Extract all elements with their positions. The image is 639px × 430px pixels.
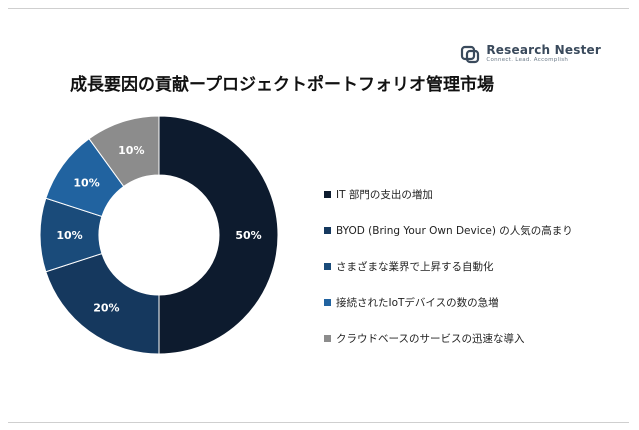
slice-data-label: 10% xyxy=(56,229,82,242)
legend-swatch xyxy=(324,262,331,270)
legend-item: 接続されたIoTデバイスの数の急増 xyxy=(324,284,573,320)
brand-name: Research Nester xyxy=(486,43,601,58)
legend-label: さまざまな業界で上昇する自動化 xyxy=(336,260,494,273)
research-nester-logo-icon xyxy=(461,45,480,64)
legend-swatch xyxy=(324,226,331,234)
chart-legend: IT 部門の支出の増加 BYOD (Bring Your Own Device) … xyxy=(324,176,573,356)
chart-title: 成長要因の貢献ープロジェクトポートフォリオ管理市場 xyxy=(70,75,494,95)
donut-slice xyxy=(45,252,160,355)
legend-item: IT 部門の支出の増加 xyxy=(324,176,573,212)
legend-label: クラウドベースのサービスの迅速な導入 xyxy=(336,332,525,345)
legend-item: さまざまな業界で上昇する自動化 xyxy=(324,248,573,284)
legend-label: 接続されたIoTデバイスの数の急増 xyxy=(336,296,499,309)
legend-label: BYOD (Bring Your Own Device) の人気の高まり xyxy=(336,224,573,237)
slice-data-label: 20% xyxy=(93,301,119,314)
legend-swatch xyxy=(324,190,331,198)
legend-swatch xyxy=(324,334,331,342)
donut-slice xyxy=(88,115,160,188)
brand-logo: Research Nester Connect. Lead. Accomplis… xyxy=(460,44,601,64)
legend-item: BYOD (Bring Your Own Device) の人気の高まり xyxy=(324,212,573,248)
legend-swatch xyxy=(324,298,331,306)
chart-frame xyxy=(8,8,629,423)
slice-data-label: 10% xyxy=(118,144,144,157)
slice-data-label: 10% xyxy=(73,176,99,189)
legend-label: IT 部門の支出の増加 xyxy=(336,188,433,201)
slice-data-label: 50% xyxy=(235,229,261,242)
donut-slice xyxy=(158,115,279,355)
legend-item: クラウドベースのサービスの迅速な導入 xyxy=(324,320,573,356)
brand-tagline: Connect. Lead. Accomplish xyxy=(486,57,569,64)
